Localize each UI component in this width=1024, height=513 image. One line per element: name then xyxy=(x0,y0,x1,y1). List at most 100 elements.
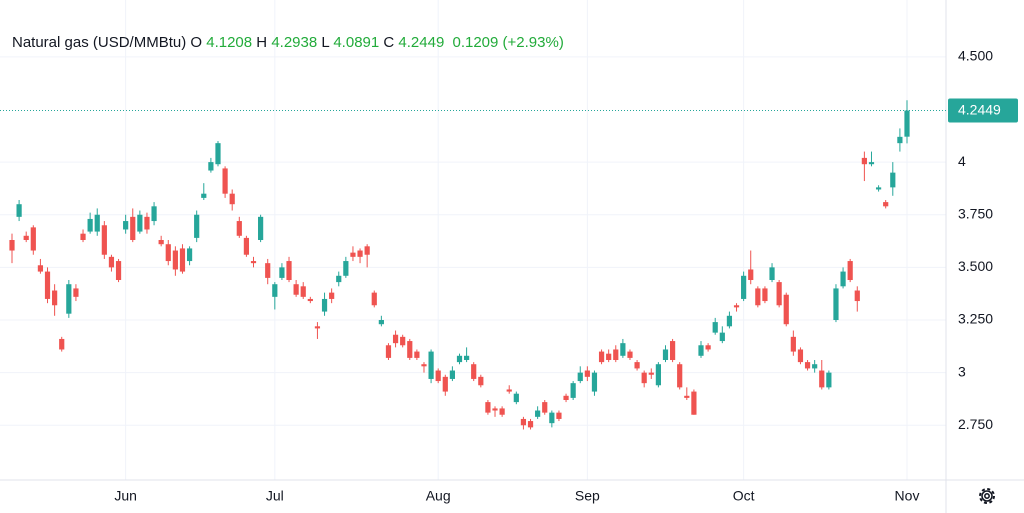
candle-body xyxy=(819,370,825,388)
candle-body xyxy=(904,110,910,137)
candle-body xyxy=(357,250,363,257)
candle-body xyxy=(94,214,100,232)
ohlc-label: C xyxy=(383,34,394,51)
candle-body xyxy=(52,290,58,306)
candle-body xyxy=(584,370,590,377)
candle-body xyxy=(279,267,285,278)
candle-body xyxy=(890,172,896,188)
candle-body xyxy=(677,364,683,388)
candle-body xyxy=(854,290,860,302)
legend-header: Natural gas (USD/MMBtu) O 4.1208 H 4.293… xyxy=(12,34,564,51)
candle-body xyxy=(16,204,22,217)
candle-body xyxy=(329,292,335,299)
low-value: 4.0891 xyxy=(333,34,379,51)
x-tick-label: Jun xyxy=(114,488,137,504)
candle-body xyxy=(435,370,441,382)
candle-body xyxy=(130,216,136,240)
candle-body xyxy=(826,372,832,388)
change-percent: (+2.93%) xyxy=(503,34,564,51)
candle-body xyxy=(73,288,79,297)
candle-body xyxy=(194,214,200,238)
candle-body xyxy=(179,248,186,272)
candle-body xyxy=(655,364,661,386)
candle-body xyxy=(250,261,257,264)
candle-body xyxy=(563,395,569,400)
candle-body xyxy=(314,326,321,329)
x-tick-label: Nov xyxy=(895,488,920,504)
candle-body xyxy=(243,237,250,255)
y-tick-label: 4.500 xyxy=(958,48,993,64)
candle-body xyxy=(684,395,690,398)
candle-body xyxy=(776,282,782,306)
candle-body xyxy=(712,322,718,333)
candle-body xyxy=(201,193,207,198)
candle-body xyxy=(208,162,214,171)
candle-body xyxy=(755,288,761,306)
candle-body xyxy=(350,252,356,257)
candle-body xyxy=(705,345,711,350)
change-value: 0.1209 xyxy=(452,34,498,51)
candle-body xyxy=(691,391,697,415)
candle-body xyxy=(23,235,29,240)
candle-body xyxy=(215,143,221,165)
candle-body xyxy=(598,351,605,363)
candle-body xyxy=(66,284,72,314)
candle-body xyxy=(804,362,811,369)
x-tick-label: Sep xyxy=(575,488,600,504)
candle-body xyxy=(449,370,455,379)
candle-body xyxy=(698,345,704,356)
y-tick-label: 2.750 xyxy=(958,416,993,432)
candle-body xyxy=(634,362,640,369)
candle-body xyxy=(87,218,93,232)
candle-body xyxy=(669,341,676,360)
x-tick-label: Oct xyxy=(733,488,755,504)
candle-body xyxy=(144,216,150,230)
candle-body xyxy=(222,168,228,194)
candle-body xyxy=(456,355,463,363)
candle-body xyxy=(492,408,498,411)
candle-body xyxy=(272,284,278,297)
candle-body xyxy=(542,402,548,413)
candle-body xyxy=(172,250,178,270)
x-tick-label: Aug xyxy=(426,488,451,504)
candle-body xyxy=(407,341,413,358)
candle-body xyxy=(591,372,598,392)
candle-body xyxy=(428,351,434,379)
candle-body xyxy=(37,265,44,272)
candle-body xyxy=(258,216,264,240)
candle-body xyxy=(9,240,15,251)
candle-body xyxy=(265,263,271,278)
candle-body xyxy=(762,288,768,302)
candle-body xyxy=(59,338,65,350)
candle-body xyxy=(520,418,527,426)
candle-body xyxy=(293,284,299,295)
candle-body xyxy=(371,292,377,306)
settings-button[interactable] xyxy=(979,488,995,504)
open-value: 4.1208 xyxy=(206,34,252,51)
symbol-title: Natural gas (USD/MMBtu) xyxy=(12,34,186,51)
candle-body xyxy=(123,221,129,230)
candle-body xyxy=(527,421,534,428)
candle-body xyxy=(733,305,740,308)
candle-body xyxy=(343,261,349,276)
candle-body xyxy=(392,334,399,344)
candle-body xyxy=(577,372,583,382)
candle-body xyxy=(165,244,171,262)
candle-body xyxy=(641,372,647,384)
last-price-label: 4.2449 xyxy=(958,101,1001,117)
candle-body xyxy=(321,298,328,312)
candle-body xyxy=(158,240,164,245)
candle-body xyxy=(883,202,889,207)
x-tick-label: Jul xyxy=(266,488,284,504)
candle-body xyxy=(307,298,313,302)
candle-body xyxy=(868,162,875,165)
candle-body xyxy=(790,336,796,352)
candle-body xyxy=(741,275,747,299)
last-price-tag xyxy=(948,98,1018,123)
candle-body xyxy=(400,336,406,346)
candle-body xyxy=(847,261,853,280)
candle-body xyxy=(570,383,576,398)
candle-body xyxy=(897,136,903,144)
ohlc-label: O xyxy=(190,34,202,51)
